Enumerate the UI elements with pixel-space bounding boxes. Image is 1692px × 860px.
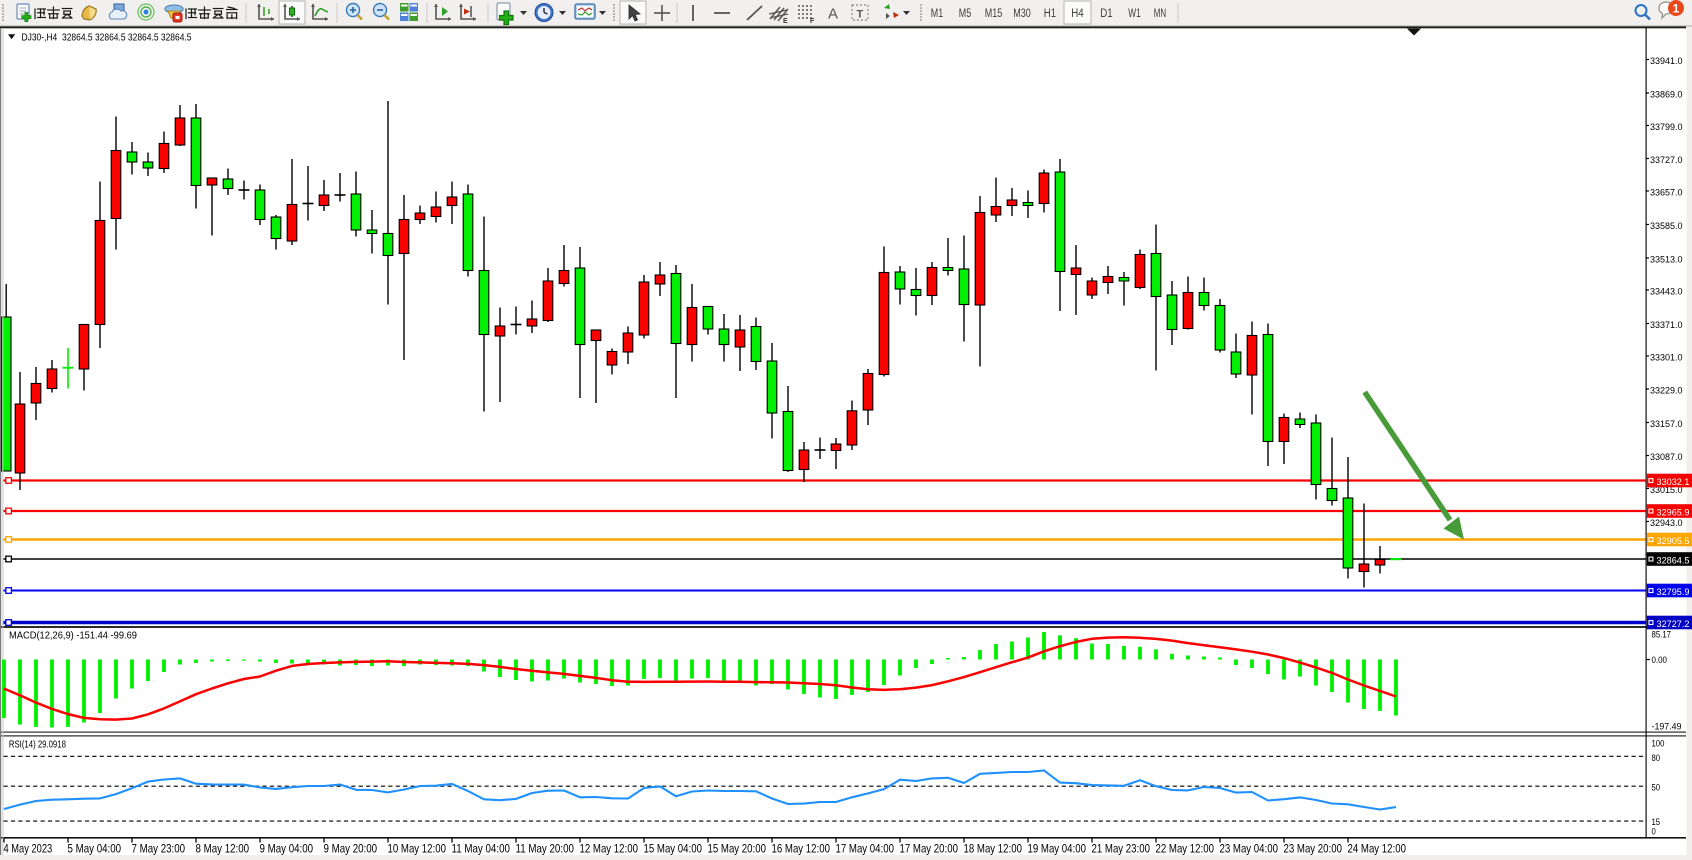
svg-text:4 May 2023: 4 May 2023 <box>4 841 53 855</box>
svg-text:16 May 12:00: 16 May 12:00 <box>772 841 831 855</box>
svg-text:50: 50 <box>1652 783 1661 794</box>
svg-text:33229.0: 33229.0 <box>1650 385 1683 396</box>
svg-text:32965.9: 32965.9 <box>1657 507 1690 518</box>
svg-text:17 May 04:00: 17 May 04:00 <box>836 841 895 855</box>
svg-text:33032.1: 33032.1 <box>1657 477 1690 488</box>
svg-text:33443.0: 33443.0 <box>1650 286 1683 297</box>
svg-text:21 May 23:00: 21 May 23:00 <box>1092 841 1151 855</box>
svg-text:32905.5: 32905.5 <box>1657 536 1690 547</box>
svg-text:F: F <box>810 18 815 25</box>
svg-text:15: 15 <box>1652 817 1661 828</box>
svg-text:18 May 12:00: 18 May 12:00 <box>964 841 1023 855</box>
svg-text:32864.5: 32864.5 <box>1657 555 1690 566</box>
svg-text:32943.0: 32943.0 <box>1650 518 1683 529</box>
svg-text:8 May 12:00: 8 May 12:00 <box>196 841 250 855</box>
svg-text:W1: W1 <box>1128 8 1140 20</box>
svg-text:23 May 20:00: 23 May 20:00 <box>1284 841 1343 855</box>
svg-text:H1: H1 <box>1044 8 1056 20</box>
svg-text:5 May 04:00: 5 May 04:00 <box>68 841 122 855</box>
svg-text:33657.0: 33657.0 <box>1650 187 1683 198</box>
svg-text:9 May 04:00: 9 May 04:00 <box>260 841 314 855</box>
svg-text:11 May 04:00: 11 May 04:00 <box>452 841 511 855</box>
svg-text:15 May 04:00: 15 May 04:00 <box>644 841 703 855</box>
svg-text:D1: D1 <box>1100 8 1112 20</box>
svg-text:33087.0: 33087.0 <box>1650 452 1683 463</box>
svg-text:15 May 20:00: 15 May 20:00 <box>708 841 767 855</box>
svg-text:7 May 23:00: 7 May 23:00 <box>132 841 186 855</box>
svg-text:M30: M30 <box>1013 8 1031 20</box>
svg-text:9 May 20:00: 9 May 20:00 <box>324 841 378 855</box>
svg-text:32727.2: 32727.2 <box>1657 619 1690 630</box>
svg-text:11 May 20:00: 11 May 20:00 <box>516 841 575 855</box>
svg-text:33799.0: 33799.0 <box>1650 122 1683 133</box>
svg-text:33585.0: 33585.0 <box>1650 221 1683 232</box>
svg-text:12 May 12:00: 12 May 12:00 <box>580 841 639 855</box>
svg-text:0: 0 <box>1652 827 1656 838</box>
svg-text:17 May 20:00: 17 May 20:00 <box>900 841 959 855</box>
svg-text:22 May 12:00: 22 May 12:00 <box>1156 841 1215 855</box>
svg-text:33301.0: 33301.0 <box>1650 352 1683 363</box>
svg-text:33727.0: 33727.0 <box>1650 155 1683 166</box>
svg-text:85.17: 85.17 <box>1652 629 1672 640</box>
svg-text:-197.49: -197.49 <box>1652 722 1682 733</box>
svg-text:80: 80 <box>1652 753 1661 764</box>
svg-text:RSI(14) 29.0918: RSI(14) 29.0918 <box>9 739 66 750</box>
svg-text:33157.0: 33157.0 <box>1650 419 1683 430</box>
svg-text:1: 1 <box>1673 1 1680 15</box>
svg-text:33513.0: 33513.0 <box>1650 254 1683 265</box>
svg-text:MACD(12,26,9) -151.44 -99.69: MACD(12,26,9) -151.44 -99.69 <box>9 631 137 642</box>
svg-text:33371.0: 33371.0 <box>1650 320 1683 331</box>
svg-text:23 May 04:00: 23 May 04:00 <box>1220 841 1279 855</box>
svg-text:E: E <box>783 18 788 25</box>
svg-text:A: A <box>828 6 838 23</box>
svg-text:33015.0: 33015.0 <box>1650 485 1683 496</box>
svg-text:T: T <box>857 9 864 21</box>
svg-text:32795.9: 32795.9 <box>1657 587 1690 598</box>
svg-text:DJ30-,H4 32864.5 32864.5 3286: DJ30-,H4 32864.5 32864.5 32864.5 32864.5 <box>22 32 192 43</box>
svg-text:24 May 12:00: 24 May 12:00 <box>1348 841 1407 855</box>
svg-text:33941.0: 33941.0 <box>1650 56 1683 67</box>
svg-text:10 May 12:00: 10 May 12:00 <box>388 841 447 855</box>
svg-text:MN: MN <box>1154 8 1166 20</box>
svg-text:H4: H4 <box>1071 8 1084 20</box>
svg-text:M1: M1 <box>931 8 943 20</box>
svg-text:0.00: 0.00 <box>1652 655 1668 666</box>
svg-text:M15: M15 <box>985 8 1003 20</box>
svg-text:100: 100 <box>1652 739 1665 750</box>
svg-text:33869.0: 33869.0 <box>1650 89 1683 100</box>
svg-text:M5: M5 <box>959 8 971 20</box>
svg-text:19 May 04:00: 19 May 04:00 <box>1028 841 1087 855</box>
